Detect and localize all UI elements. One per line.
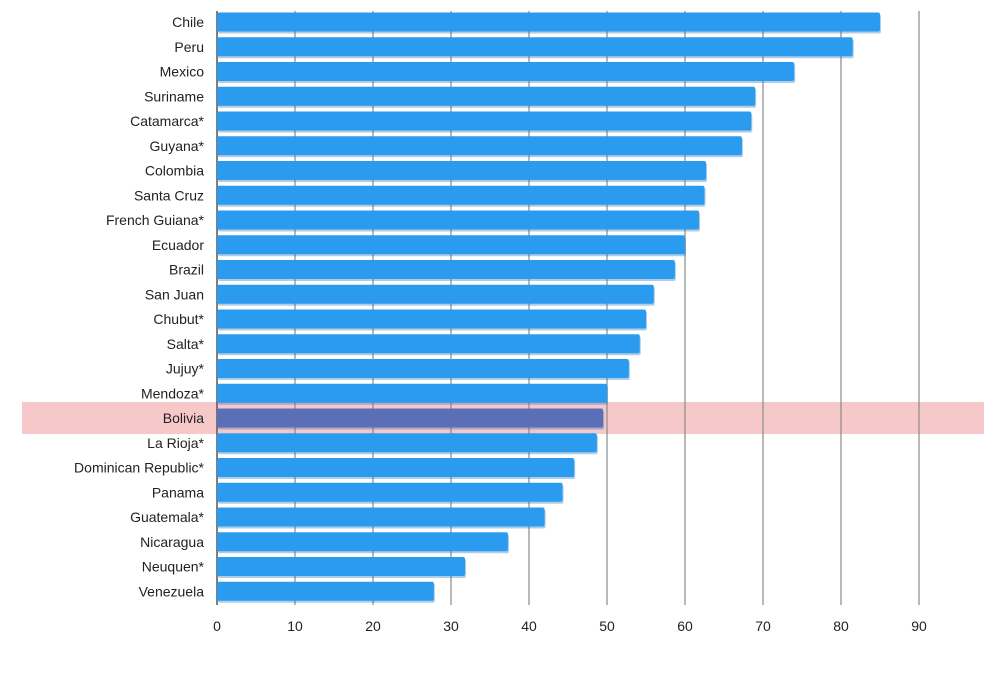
bar [217,359,629,378]
category-label: French Guiana* [106,212,205,228]
bar [217,62,795,81]
category-label: Ecuador [152,237,204,253]
bar [217,458,575,477]
x-tick-label: 10 [287,618,303,634]
bar [217,284,654,304]
category-label: Dominican Republic* [74,460,205,476]
bar [217,334,640,354]
category-label: Mexico [160,64,205,80]
x-tick-label: 80 [833,618,849,634]
x-tick-label: 40 [521,618,537,634]
category-label: Guatemala* [130,509,204,525]
category-label: Colombia [145,163,204,179]
category-label: Guyana* [150,138,205,154]
bar [217,260,675,279]
x-tick-label: 70 [755,618,771,634]
bar [217,111,752,131]
category-labels: Chile Peru Mexico Suriname Catamarca* Guyana*… [74,14,205,599]
category-label: Salta* [167,336,205,352]
x-tick-label: 90 [911,618,927,634]
bar [217,235,685,255]
category-label: Brazil [169,262,204,278]
category-label: Santa Cruz [134,187,204,203]
category-label: Venezuela [139,583,205,599]
category-label: Jujuy* [166,361,205,377]
category-label: Suriname [144,88,204,104]
x-tick-label: 0 [213,618,221,634]
bar [217,37,853,57]
category-label: Chile [172,14,204,30]
bar [217,185,705,205]
x-tick-label: 20 [365,618,381,634]
x-tick-label: 50 [599,618,615,634]
bar [217,383,607,403]
bar [217,309,646,329]
bar [217,210,700,230]
bar [217,408,604,428]
bar [217,482,563,502]
category-label: Mendoza* [141,385,205,401]
bar [217,12,880,32]
category-label: Catamarca* [130,113,204,129]
category-label: Panama [152,484,204,500]
bar [217,557,466,576]
category-label: Peru [174,39,204,55]
x-tick-label: 30 [443,618,459,634]
x-tick-labels: 0 10 20 30 40 50 60 70 80 90 [213,618,927,634]
category-label: Bolivia [163,410,204,426]
bar [217,507,545,527]
grid-lines [216,11,920,605]
bars [217,12,881,603]
bar [217,161,707,180]
category-label: Nicaragua [140,534,204,550]
bar [217,86,756,106]
category-label: Chubut* [153,311,204,327]
bar [217,433,597,453]
category-label: San Juan [145,286,204,302]
x-tick-label: 60 [677,618,693,634]
bar [217,581,434,601]
bar [217,136,742,156]
category-label: La Rioja* [147,435,204,451]
bar [217,532,508,552]
category-label: Neuquen* [142,559,205,575]
